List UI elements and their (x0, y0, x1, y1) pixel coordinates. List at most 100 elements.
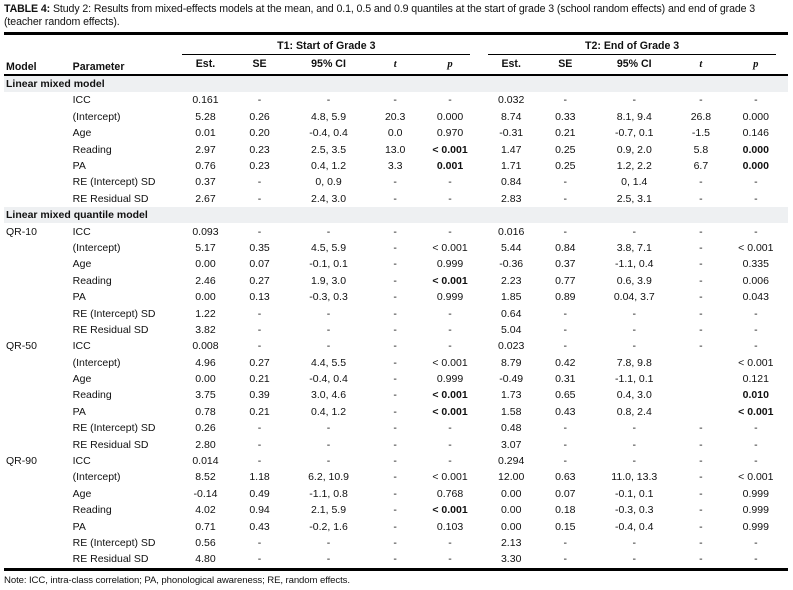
cell-value: - (393, 340, 397, 353)
cell-value: - (393, 192, 397, 205)
cell-value: 0.35 (249, 241, 270, 254)
cell-value: 0.294 (498, 455, 525, 468)
cell-value: - (393, 536, 397, 549)
table-row: (Intercept) 5.17 0.35 4.5, 5.9 - < 0.001 5.44 0… (4, 240, 788, 256)
cell-value: - (699, 192, 703, 205)
cell-value: - (326, 340, 331, 353)
cell-value: - (393, 356, 397, 369)
cell-value: 0.6, 3.9 (616, 274, 652, 287)
cell-value: 1.47 (500, 143, 522, 156)
cell-value: 0.27 (249, 274, 270, 287)
table-row: Reading 3.75 0.39 3.0, 4.6 - < 0.001 1.73 0.65 0… (4, 387, 788, 403)
cell-value: - (326, 422, 331, 435)
cell-value: < 0.001 (432, 504, 468, 517)
cell-value: 0.25 (555, 143, 576, 156)
cell-parameter: ICC (72, 340, 91, 353)
cell-parameter: Reading (72, 389, 112, 402)
cell-value: - (563, 553, 568, 566)
cell-value: 2.23 (500, 274, 522, 287)
cell-value: - (754, 553, 758, 566)
table-header: Model Parameter T1: Start of Grade 3 T2:… (4, 33, 788, 75)
cell-value: - (632, 455, 637, 468)
cell-value: 0.43 (555, 405, 576, 418)
cell-value: - (632, 307, 637, 320)
cell-value: 2.83 (500, 192, 522, 205)
cell-value: 0.000 (742, 159, 769, 172)
cell-value: - (699, 487, 703, 500)
cell-parameter: RE Residual SD (72, 438, 149, 451)
cell-value: -0.4, 0.4 (309, 127, 348, 140)
cell-value: -0.49 (499, 373, 524, 386)
cell-value: - (563, 536, 568, 549)
cell-value: 0.4, 1.2 (311, 159, 347, 172)
cell-parameter: Age (72, 258, 92, 271)
cell-value: 6.7 (693, 159, 709, 172)
cell-value: - (563, 94, 568, 107)
cell-value: 0.00 (500, 504, 522, 517)
cell-value: 5.28 (195, 110, 216, 123)
col-group-t1: T1: Start of Grade 3 (176, 33, 482, 55)
cell-value: - (699, 471, 703, 484)
cell-value: 8.79 (500, 356, 522, 369)
table-row: (Intercept) 8.52 1.18 6.2, 10.9 - < 0.001 12.0… (4, 469, 788, 485)
table-row: RE Residual SD 2.80 - - - - 3.07 - - - - (4, 436, 788, 452)
cell-value: - (632, 340, 637, 353)
col-header-model: Model (6, 60, 37, 73)
cell-value: 0.001 (436, 159, 464, 172)
table-row: Age -0.14 0.49 -1.1, 0.8 - 0.768 0.00 0.07 -0.1,… (4, 486, 788, 502)
cell-value: - (448, 94, 452, 107)
cell-value: - (326, 225, 331, 238)
cell-parameter: PA (72, 520, 86, 533)
cell-value: - (257, 94, 262, 107)
cell-value: 0.37 (195, 176, 216, 189)
cell-value: -0.4, 0.4 (615, 520, 654, 533)
cell-value: 0.01 (195, 127, 216, 140)
cell-value: - (754, 438, 758, 451)
cell-parameter: (Intercept) (72, 110, 121, 123)
cell-model: QR-50 (6, 340, 37, 353)
col-header-parameter: Parameter (72, 60, 125, 73)
cell-value: 0.39 (249, 389, 270, 402)
table-row: Age 0.00 0.21 -0.4, 0.4 - 0.999 -0.49 0.31 -1.1,… (4, 371, 788, 387)
cell-value: 3.82 (195, 323, 216, 336)
cell-value: - (393, 176, 397, 189)
cell-value: 0.00 (500, 520, 522, 533)
cell-parameter: RE Residual SD (72, 192, 149, 205)
cell-value: 0.010 (742, 389, 769, 402)
cell-model (4, 305, 71, 321)
cell-value: - (632, 323, 637, 336)
table-row: RE (Intercept) SD 0.37 - 0, 0.9 - - 0.84 - 0, 1.… (4, 174, 788, 190)
cell-value: 4.02 (195, 504, 216, 517)
cell-value: < 0.001 (432, 274, 468, 287)
table-row: QR-10 ICC 0.093 - - - - 0.016 - - - - (4, 223, 788, 239)
cell-value: 0.121 (742, 373, 769, 386)
cell-value: 0.20 (249, 127, 270, 140)
table-row: PA 0.71 0.43 -0.2, 1.6 - 0.103 0.00 0.15 -0.4, 0… (4, 518, 788, 534)
cell-value: 0.4, 1.2 (311, 405, 347, 418)
cell-value: - (257, 455, 262, 468)
cell-value: 0.032 (498, 94, 525, 107)
cell-model (4, 322, 71, 338)
cell-value: 8.1, 9.4 (616, 110, 652, 123)
cell-value: - (632, 422, 637, 435)
cell-parameter: (Intercept) (72, 471, 121, 484)
cell-value: - (393, 422, 397, 435)
cell-value: -0.4, 0.4 (309, 373, 348, 386)
cell-model (4, 404, 71, 420)
table-row: RE Residual SD 3.82 - - - - 5.04 - - - - (4, 322, 788, 338)
cell-value: - (393, 307, 397, 320)
cell-value: 0.04, 3.7 (613, 291, 655, 304)
cell-value: 0.18 (555, 504, 576, 517)
cell-value: 3.0, 4.6 (311, 389, 347, 402)
cell-value: - (563, 438, 568, 451)
cell-value: -0.2, 1.6 (309, 520, 348, 533)
cell-value: 0.23 (249, 143, 270, 156)
cell-value: - (448, 176, 452, 189)
cell-parameter: (Intercept) (72, 241, 121, 254)
cell-value: 4.4, 5.5 (311, 356, 347, 369)
cell-value: - (257, 192, 262, 205)
cell-value: 20.3 (384, 110, 406, 123)
cell-value: 0.970 (436, 127, 464, 140)
cell-value: 0.0 (387, 127, 403, 140)
cell-value: 2.97 (195, 143, 216, 156)
